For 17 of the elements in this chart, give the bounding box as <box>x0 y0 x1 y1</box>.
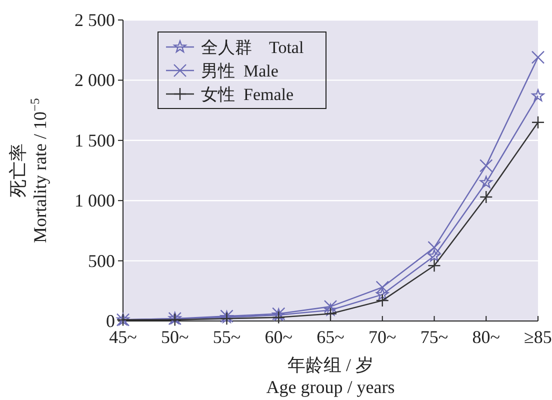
legend-label: 全人群 Total <box>201 38 304 57</box>
x-tick-label: 50~ <box>161 327 189 347</box>
y-tick-label: 2 500 <box>74 10 115 30</box>
x-axis-title: 年龄组 / 岁 Age group / years <box>266 355 395 397</box>
x-tick-label: 75~ <box>420 327 448 347</box>
x-tick-label: 60~ <box>264 327 293 347</box>
x-tick-label: 65~ <box>316 327 345 347</box>
y-tick-label: 2 000 <box>74 70 115 90</box>
x-tick-label: 70~ <box>368 327 396 347</box>
x-tick-label: 80~ <box>472 327 500 347</box>
x-tick-label: 55~ <box>212 327 241 347</box>
x-tick-label: ≥85 <box>524 327 552 347</box>
legend-label: 男性 Male <box>201 62 278 80</box>
y-tick-label: 500 <box>88 250 115 271</box>
y-tick-label: 1 500 <box>74 130 115 150</box>
legend-label: 女性 Female <box>201 85 294 104</box>
y-tick-label: 1 000 <box>74 190 115 211</box>
